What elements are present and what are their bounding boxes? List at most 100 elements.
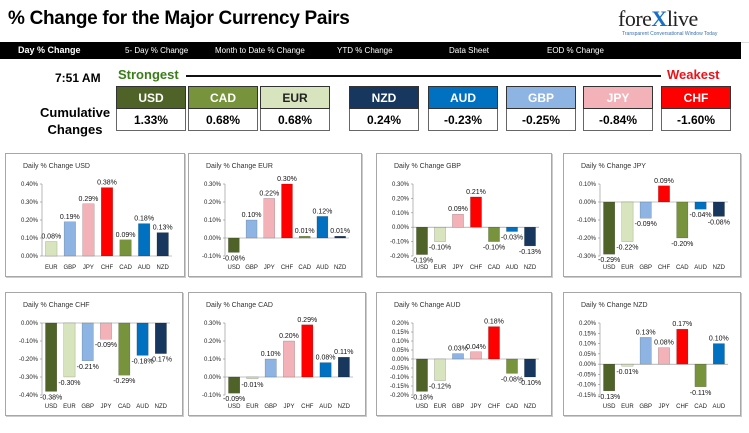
bar-nzd (524, 358, 536, 378)
x-tick-label: USD (416, 265, 429, 271)
data-label: -0.10% (519, 380, 541, 387)
y-tick-label: 0.10% (204, 357, 222, 363)
currency-cumulative-value: 0.68% (260, 109, 330, 131)
y-tick-label: -0.20% (577, 236, 597, 242)
bar-gbp (452, 353, 464, 360)
data-label: 0.21% (466, 189, 486, 196)
chart-panel-aud: Daily % Change AUD 0.20% 0.15% 0.10% 0.05% 0.… (376, 292, 552, 416)
data-label: 0.17% (672, 321, 692, 328)
y-tick-label: -0.30% (577, 254, 597, 260)
bar-aud (712, 343, 725, 365)
bar-aud (136, 322, 149, 356)
bar-aud (506, 226, 518, 232)
bar-nzd (156, 232, 169, 257)
y-tick-label: 0.10% (392, 339, 410, 345)
data-label: -0.13% (598, 394, 620, 401)
x-tick-label: NZD (524, 265, 537, 271)
chart-svg: Daily % Change NZD 0.20% 0.15% 0.10% 0.05% 0.… (577, 302, 729, 410)
x-tick-label: CAD (118, 404, 131, 410)
bar-cad (676, 201, 689, 239)
bar-aud (316, 216, 329, 239)
currency-box-aud: AUD -0.23% (428, 86, 498, 134)
y-tick-label: 0.10% (204, 218, 222, 224)
bar-chf (488, 326, 500, 360)
x-tick-label: CHF (488, 404, 501, 410)
tab-data-sheet[interactable]: Data Sheet (449, 46, 490, 55)
tab-eod-change[interactable]: EOD % Change (547, 46, 604, 55)
chart-title: Daily % Change JPY (581, 163, 646, 170)
currency-box-cad: CAD 0.68% (188, 86, 258, 134)
x-tick-label: AUD (136, 404, 149, 410)
bar-usd (228, 237, 240, 253)
y-tick-label: 0.20% (579, 321, 597, 327)
y-tick-label: 0.00% (392, 225, 410, 231)
chart-title: Daily % Change CHF (23, 302, 90, 309)
x-tick-label: CHF (281, 265, 294, 271)
tab-day-change[interactable]: Day % Change (18, 45, 81, 55)
y-tick-label: -0.20% (390, 393, 410, 399)
y-tick-label: 0.20% (204, 200, 222, 206)
y-tick-label: -0.15% (577, 393, 597, 399)
data-label: -0.03% (501, 235, 523, 242)
currency-cumulative-value: -0.25% (506, 109, 576, 131)
bar-cad (506, 358, 518, 374)
x-tick-label: JPY (264, 265, 275, 271)
tab-5-day-change[interactable]: 5- Day % Change (125, 46, 189, 55)
x-tick-label: EUR (45, 265, 58, 271)
chart-panel-usd: Daily % Change USD 0.40% 0.30% 0.20% 0.10% 0.… (5, 153, 185, 277)
x-tick-label: GBP (639, 265, 652, 271)
bar-cad (118, 322, 131, 376)
currency-box-eur: EUR 0.68% (260, 86, 330, 134)
tab-month-to-date-change[interactable]: Month to Date % Change (215, 46, 305, 55)
bar-cad (694, 363, 707, 387)
y-tick-label: 0.00% (392, 357, 410, 363)
bar-aud (138, 223, 151, 257)
y-tick-label: -0.10% (202, 393, 222, 399)
data-label: -0.19% (411, 258, 433, 265)
x-tick-label: CAD (119, 265, 132, 271)
chart-panel-gbp: Daily % Change GBP 0.30% 0.20% 0.10% 0.00% -0… (376, 153, 552, 277)
bar-chf (301, 324, 314, 378)
x-tick-label: GBP (64, 265, 77, 271)
data-label: 0.03% (448, 346, 468, 353)
weakest-label: Weakest (667, 67, 720, 82)
y-tick-label: -0.10% (202, 254, 222, 260)
bar-nzd (524, 226, 536, 247)
data-label: 0.19% (60, 214, 80, 221)
chart-panel-cad: Daily % Change CAD 0.30% 0.20% 0.10% 0.00% -0… (188, 292, 366, 416)
bar-jpy (283, 340, 295, 378)
currency-code: NZD (349, 86, 419, 109)
currency-box-nzd: NZD 0.24% (349, 86, 419, 134)
bar-chf (281, 183, 293, 239)
y-tick-label: 0.10% (392, 211, 410, 217)
data-label: -0.01% (616, 369, 638, 376)
x-tick-label: USD (416, 404, 429, 410)
currency-cumulative-value: 1.33% (116, 109, 186, 131)
bar-jpy (470, 351, 482, 360)
x-tick-label: EUR (63, 404, 76, 410)
data-label: 0.30% (277, 176, 297, 183)
bar-gbp (639, 337, 652, 365)
x-tick-label: USD (603, 265, 616, 271)
y-tick-label: 0.30% (204, 321, 222, 327)
tab-ytd-change[interactable]: YTD % Change (337, 46, 393, 55)
data-label: 0.08% (654, 340, 674, 347)
data-label: 0.08% (41, 234, 61, 241)
x-tick-label: USD (603, 404, 616, 410)
y-tick-label: 0.00% (204, 236, 222, 242)
currency-code: AUD (428, 86, 498, 109)
y-tick-label: 0.20% (392, 196, 410, 202)
currency-code: CAD (188, 86, 258, 109)
data-label: 0.38% (97, 180, 117, 187)
x-tick-label: USD (228, 265, 241, 271)
y-tick-label: 0.30% (21, 200, 39, 206)
bar-jpy (82, 203, 95, 257)
x-tick-label: CAD (488, 265, 501, 271)
bar-nzd (712, 201, 725, 217)
data-label: 0.13% (153, 225, 173, 232)
x-tick-label: CHF (658, 265, 671, 271)
data-label: -0.18% (131, 358, 153, 365)
y-tick-label: 0.15% (579, 331, 597, 337)
chart-panel-nzd: Daily % Change NZD 0.20% 0.15% 0.10% 0.05% 0.… (563, 292, 741, 416)
x-tick-label: NZD (157, 265, 170, 271)
